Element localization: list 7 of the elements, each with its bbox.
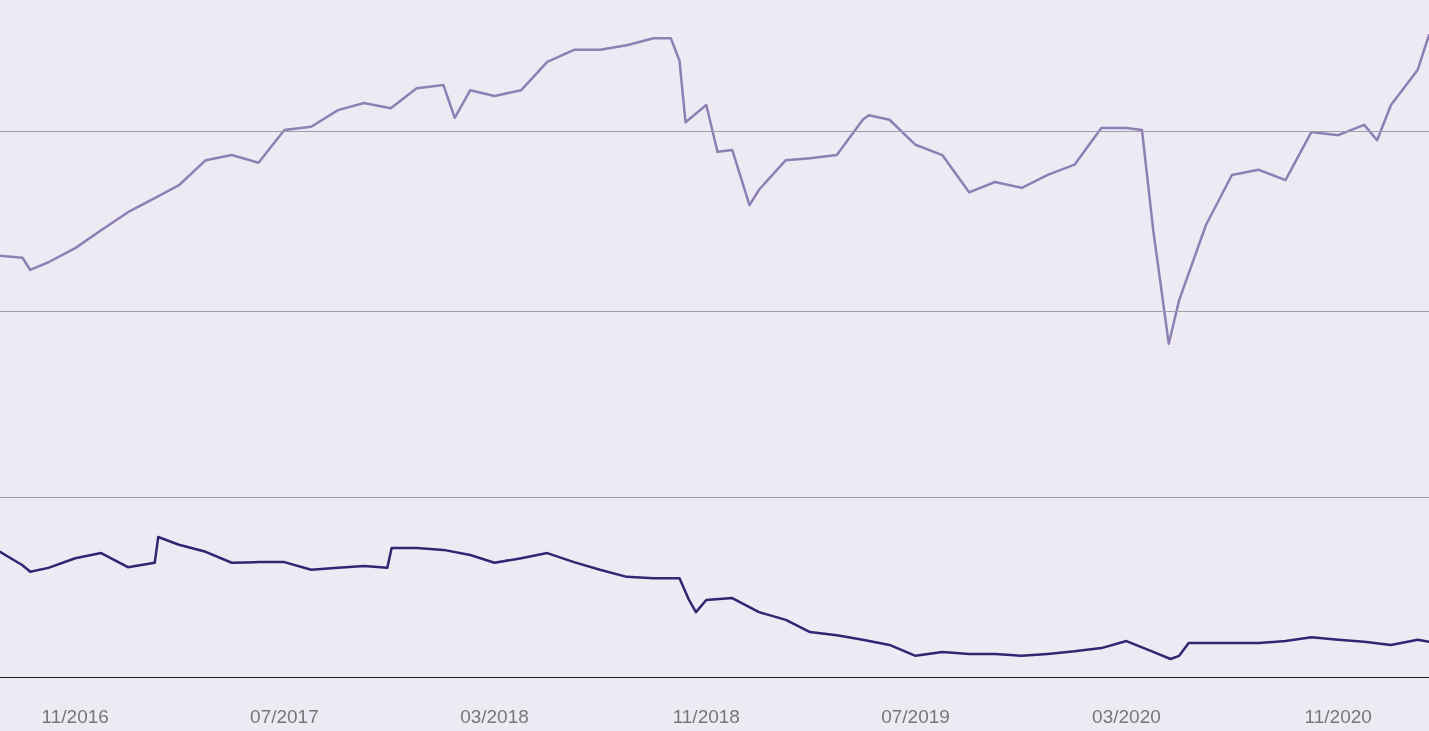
x-tick-label: 03/2020: [1092, 706, 1161, 727]
x-tick-label: 03/2018: [460, 706, 529, 727]
x-tick-label: 11/2020: [1304, 706, 1372, 727]
x-tick-label: 07/2017: [250, 706, 319, 727]
x-tick-label: 11/2016: [41, 706, 109, 727]
x-tick-label: 11/2018: [672, 706, 740, 727]
x-tick-label: 07/2019: [881, 706, 950, 727]
